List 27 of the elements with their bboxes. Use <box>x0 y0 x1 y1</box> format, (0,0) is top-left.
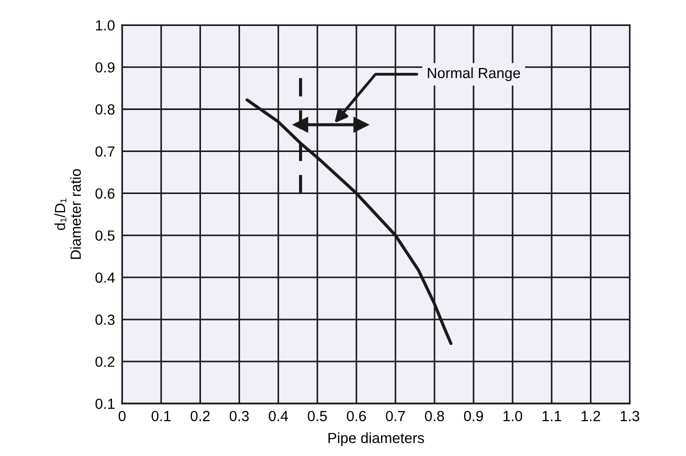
x-tick-label: 1.3 <box>620 410 640 422</box>
x-axis-title: Pipe diameters <box>328 432 424 446</box>
x-tick-label: 0.4 <box>268 410 288 422</box>
x-tick-label: 0.9 <box>464 410 483 422</box>
x-tick-label: 1.2 <box>582 410 600 422</box>
x-tick-label: 0.1 <box>152 410 171 422</box>
x-tick-label: 0.7 <box>386 410 405 422</box>
x-tick-label: 0.2 <box>190 410 210 422</box>
y-tick-label: 0.7 <box>95 146 114 157</box>
x-tick-label: 0.8 <box>424 410 444 422</box>
x-tick-label: 0 <box>118 410 126 422</box>
x-tick-label: 0.3 <box>230 410 249 422</box>
y-tick-label: 0.4 <box>95 272 115 283</box>
x-tick-label: 1.0 <box>504 410 522 422</box>
y-tick-label: 0.9 <box>95 62 114 73</box>
y-tick-label: 0.1 <box>95 398 114 409</box>
y-tick-label: 0.8 <box>95 104 115 115</box>
x-tick-label: 1.1 <box>542 411 562 422</box>
y-tick-label: 0.2 <box>95 356 114 367</box>
y-tick-label: 1.0 <box>96 20 115 31</box>
annotation: Normal Range <box>428 67 520 82</box>
y-tick-label: 0.6 <box>95 188 115 199</box>
y-tick-label: 0.5 <box>95 230 115 241</box>
x-tick-label: 0.6 <box>346 410 366 422</box>
y-axis-title: d₁/D₁ Diameter ratio <box>54 169 81 259</box>
x-tick-label: 0.5 <box>308 410 327 422</box>
y-tick-label: 0.3 <box>95 314 115 325</box>
